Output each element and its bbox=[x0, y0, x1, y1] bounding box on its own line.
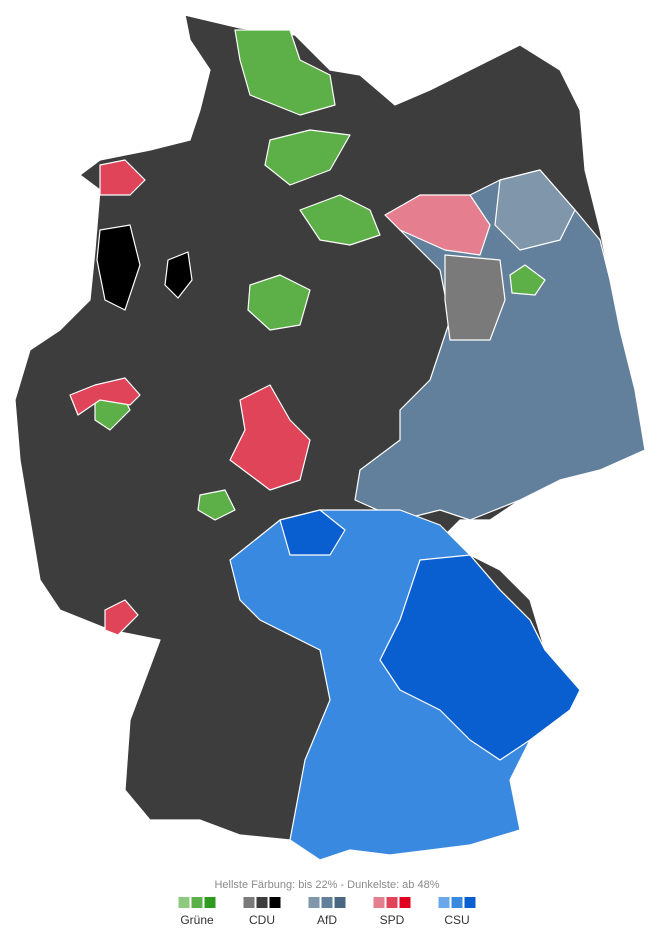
bavaria-csu-dark-north bbox=[279, 509, 346, 556]
frankfurt-gruene bbox=[197, 489, 236, 521]
ruhr-spd bbox=[69, 377, 141, 416]
emsland-cdu bbox=[96, 224, 141, 311]
legend: Grüne CDU AfD SPD CSU bbox=[178, 897, 476, 927]
muenster-gruene bbox=[247, 274, 311, 331]
legend-label: CSU bbox=[444, 913, 469, 927]
legend-swatch bbox=[386, 897, 398, 908]
legend-swatch bbox=[308, 897, 320, 908]
legend-note: Hellste Färbung: bis 22% - Dunkelste: ab… bbox=[214, 879, 439, 891]
bavaria-csu-dark bbox=[379, 554, 581, 761]
legend-swatch bbox=[191, 897, 203, 908]
legend-swatch bbox=[243, 897, 255, 908]
saar-spd bbox=[104, 599, 139, 636]
hessen-spd bbox=[229, 384, 311, 491]
legend-label: Grüne bbox=[180, 913, 214, 927]
hannover-gruene bbox=[299, 194, 381, 246]
brandenburg-spd bbox=[384, 194, 491, 256]
schleswig-gruene bbox=[234, 29, 336, 116]
legend-swatch bbox=[256, 897, 268, 908]
legend-swatch bbox=[373, 897, 385, 908]
vechta-cdu bbox=[164, 251, 193, 299]
legend-swatch bbox=[269, 897, 281, 908]
legend-swatch bbox=[321, 897, 333, 908]
legend-label: CDU bbox=[249, 913, 275, 927]
berlin-gruene bbox=[509, 264, 546, 296]
legend-swatch bbox=[464, 897, 476, 908]
legend-swatch bbox=[334, 897, 346, 908]
east-afd bbox=[354, 169, 646, 521]
east-afd-light bbox=[494, 169, 576, 251]
hamburg-gruene bbox=[264, 129, 351, 186]
emden-spd bbox=[99, 159, 146, 196]
legend-swatch bbox=[178, 897, 190, 908]
legend-swatch bbox=[399, 897, 411, 908]
map-regions bbox=[14, 14, 646, 861]
legend-swatch bbox=[204, 897, 216, 908]
legend-label: SPD bbox=[380, 913, 405, 927]
legend-swatch bbox=[438, 897, 450, 908]
legend-swatch bbox=[451, 897, 463, 908]
magdeburg-cdu bbox=[444, 254, 506, 341]
legend-label: AfD bbox=[317, 913, 337, 927]
